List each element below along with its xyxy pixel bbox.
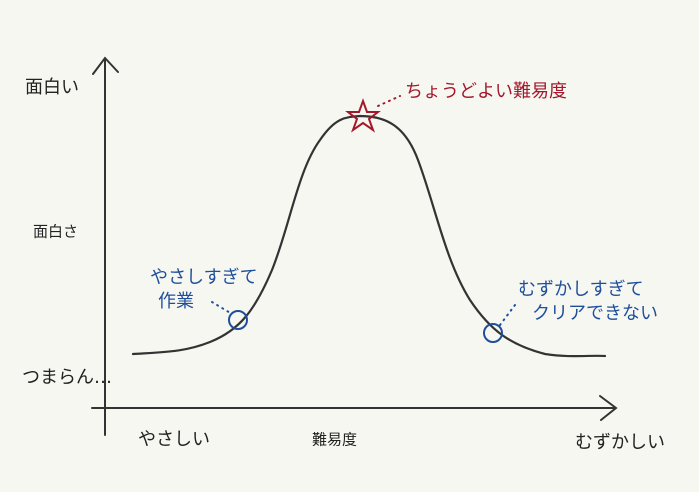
hard-annotation: クリアできない: [532, 303, 658, 324]
easy-annotation: やさしすぎて: [150, 267, 258, 288]
peak-star: [345, 98, 381, 133]
hard-annotation: むずかしすぎて: [518, 279, 644, 300]
y-top-label: 面白い: [25, 77, 79, 98]
x-axis-label: 難易度: [312, 431, 357, 449]
axes: [91, 56, 618, 436]
x-left-label: やさしい: [138, 429, 210, 450]
y-bottom-label: つまらん…: [22, 367, 112, 388]
hard-leader: [499, 304, 516, 326]
y-axis: [92, 56, 119, 436]
peak-annotation: ちょうどよい難易度: [405, 81, 567, 102]
easy-leader: [211, 301, 233, 315]
x-axis: [91, 395, 618, 421]
curve: [131, 114, 607, 358]
x-right-label: むずかしい: [575, 432, 665, 453]
easy-annotation: 作業: [158, 291, 194, 312]
easy-marker: [228, 310, 248, 330]
hard-marker: [483, 323, 503, 343]
peak-leader: [377, 95, 401, 107]
y-axis-label: 面白さ: [33, 223, 78, 241]
